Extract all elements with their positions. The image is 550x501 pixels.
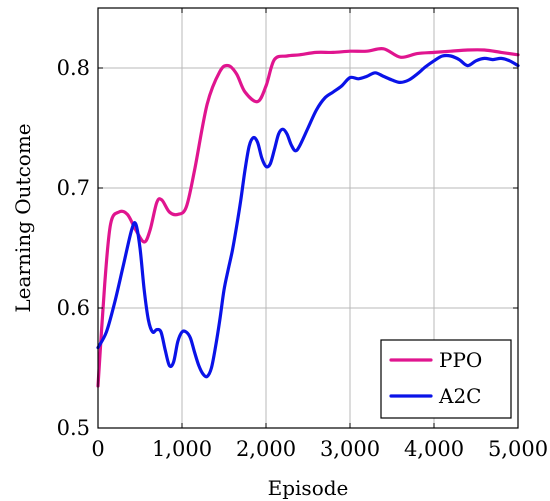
x-tick-label: 2,000 — [236, 437, 296, 461]
x-tick-label: 1,000 — [152, 437, 212, 461]
y-tick-label: 0.5 — [57, 416, 90, 440]
y-tick-label: 0.6 — [57, 296, 90, 320]
x-tick-label: 4,000 — [404, 437, 464, 461]
legend-box — [380, 339, 512, 419]
x-axis-label: Episode — [268, 476, 349, 500]
x-tick-label: 3,000 — [320, 437, 380, 461]
plot-frame — [97, 7, 519, 429]
y-axis-label: Learning Outcome — [11, 123, 35, 312]
tick-labels: 0 1,000 2,000 3,000 4,000 5,000 0.5 0.6 0.7 0.8 — [57, 56, 548, 461]
series-line-a2c — [96, 53, 520, 379]
x-tick-label: 5,000 — [488, 437, 548, 461]
y-tick-label: 0.8 — [57, 56, 90, 80]
legend: PPO A2C — [380, 339, 512, 419]
legend-label-ppo: PPO — [439, 348, 482, 372]
legend-label-a2c: A2C — [438, 384, 481, 408]
series-line-ppo — [96, 47, 520, 388]
x-tick-label: 0 — [91, 437, 104, 461]
series-layer — [96, 47, 520, 388]
y-tick-label: 0.7 — [57, 176, 90, 200]
axis-ticks — [97, 8, 519, 429]
